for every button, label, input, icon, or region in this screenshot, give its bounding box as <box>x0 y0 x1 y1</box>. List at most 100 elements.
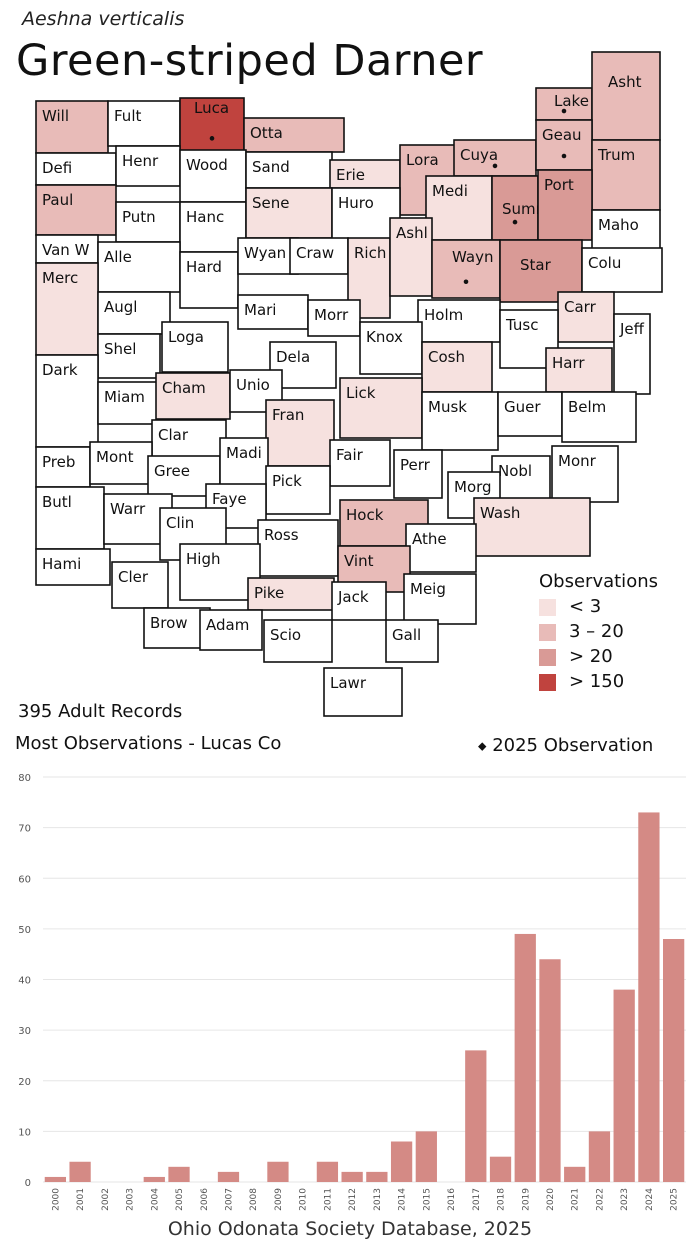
county-label-nobl: Nobl <box>498 462 532 480</box>
bar-2004 <box>143 1176 165 1182</box>
county-label-holm: Holm <box>424 306 463 324</box>
county-maho <box>591 209 661 255</box>
county-label-ashl: Ashl <box>396 224 428 242</box>
county-label-faye: Faye <box>212 490 247 508</box>
county-paul <box>35 184 117 236</box>
county-label-clar: Clar <box>158 426 189 444</box>
x-tick-label: 2023 <box>620 1188 630 1211</box>
county-label-augl: Augl <box>104 298 137 316</box>
county-label-unio: Unio <box>236 376 270 394</box>
legend-label-gt150: > 150 <box>569 671 625 692</box>
chart-grid <box>43 776 686 1183</box>
county-label-harr: Harr <box>552 354 585 372</box>
county-label-wash: Wash <box>480 504 520 522</box>
county-label-lora: Lora <box>406 151 439 169</box>
county-van-w <box>35 234 99 264</box>
county-label-henr: Henr <box>122 152 159 170</box>
county-ashl <box>389 217 433 297</box>
county-label-miam: Miam <box>104 388 145 406</box>
county-label-fair: Fair <box>336 446 364 464</box>
county-augl <box>97 291 171 335</box>
county-label-paul: Paul <box>42 191 73 209</box>
y-tick-label: 60 <box>18 874 31 885</box>
county-jack <box>331 581 387 621</box>
bar-2021 <box>564 1166 586 1182</box>
county-label-cuya: Cuya <box>460 146 498 164</box>
county-high <box>179 543 261 601</box>
county-label-hock: Hock <box>346 506 384 524</box>
county-label-adam: Adam <box>206 616 249 634</box>
x-tick-label: 2005 <box>175 1188 185 1211</box>
bar-2022 <box>588 1131 611 1182</box>
county-label-hami: Hami <box>42 555 81 573</box>
county-hanc <box>179 201 247 253</box>
y-tick-label: 70 <box>18 824 31 835</box>
page-title: Green-striped Darner <box>16 36 484 86</box>
bar-2025 <box>663 939 685 1182</box>
county-label-monr: Monr <box>558 452 597 470</box>
x-tick-label: 2007 <box>224 1188 234 1211</box>
county-label-otta: Otta <box>250 124 283 142</box>
county-label-lick: Lick <box>346 384 376 402</box>
x-tick-label: 2004 <box>150 1188 160 1211</box>
x-tick-label: 2000 <box>51 1188 61 1211</box>
county-lick <box>339 377 423 439</box>
most-observations-county: Most Observations - Lucas Co <box>15 733 282 754</box>
county-label-pick: Pick <box>272 472 302 490</box>
county-fair <box>329 439 391 487</box>
y-tick-label: 0 <box>25 1178 31 1189</box>
county-merc <box>35 262 99 356</box>
x-tick-label: 2018 <box>497 1188 507 1211</box>
county-morr <box>307 299 361 337</box>
county-label-belm: Belm <box>568 398 606 416</box>
bar-2017 <box>465 1050 487 1182</box>
x-tick-label: 2014 <box>398 1188 408 1211</box>
county-label-carr: Carr <box>564 298 597 316</box>
county-label-cham: Cham <box>162 379 206 397</box>
legend-swatch-gt150 <box>539 674 556 691</box>
county-pike <box>247 577 335 611</box>
county-trum <box>591 139 661 211</box>
legend-swatch-lt3 <box>539 599 556 616</box>
bar-2013 <box>366 1171 388 1182</box>
county-alle <box>97 241 181 293</box>
county-label-star: Star <box>520 256 552 274</box>
county-label-wyan: Wyan <box>244 244 286 262</box>
county-athe <box>405 523 477 573</box>
county-label-sene: Sene <box>252 194 290 212</box>
county-label-tusc: Tusc <box>505 316 538 334</box>
x-tick-label: 2011 <box>323 1188 333 1211</box>
bar-2007 <box>217 1171 240 1182</box>
county-hard <box>179 251 239 309</box>
observation-dot-icon: ◆ <box>478 739 487 753</box>
chart-y-ticks: 0 10 20 30 40 50 60 70 80 <box>18 773 31 1189</box>
bar-2023 <box>613 989 635 1182</box>
county-label-trum: Trum <box>597 146 635 164</box>
county-will <box>35 100 109 154</box>
legend-label-gt20: > 20 <box>569 646 613 667</box>
bar-2019 <box>514 933 536 1182</box>
x-tick-label: 2013 <box>373 1188 383 1211</box>
county-meig <box>403 573 477 625</box>
county-gall <box>385 619 439 663</box>
observation-2025-key: ◆ 2025 Observation <box>478 735 653 756</box>
county-label-dela: Dela <box>276 348 310 366</box>
county-label-medi: Medi <box>432 182 468 200</box>
county-adam <box>199 609 263 651</box>
county-cosh <box>421 341 493 393</box>
bar-2020 <box>539 959 561 1182</box>
county-label-guer: Guer <box>504 398 541 416</box>
county-layer: Will Fult Luca Otta Lake Asht Defi Henr Wood Sand… <box>35 51 663 717</box>
bar-2011 <box>316 1161 339 1182</box>
county-label-high: High <box>186 550 220 568</box>
county-label-preb: Preb <box>42 453 75 471</box>
x-tick-label: 2022 <box>595 1188 605 1211</box>
bar-2005 <box>168 1166 190 1182</box>
county-label-luca: Luca <box>194 99 229 117</box>
county-label-putn: Putn <box>122 208 156 226</box>
x-tick-label: 2021 <box>571 1188 581 1211</box>
county-label-craw: Craw <box>296 244 334 262</box>
county-label-vint: Vint <box>344 552 374 570</box>
county-label-hanc: Hanc <box>186 208 224 226</box>
